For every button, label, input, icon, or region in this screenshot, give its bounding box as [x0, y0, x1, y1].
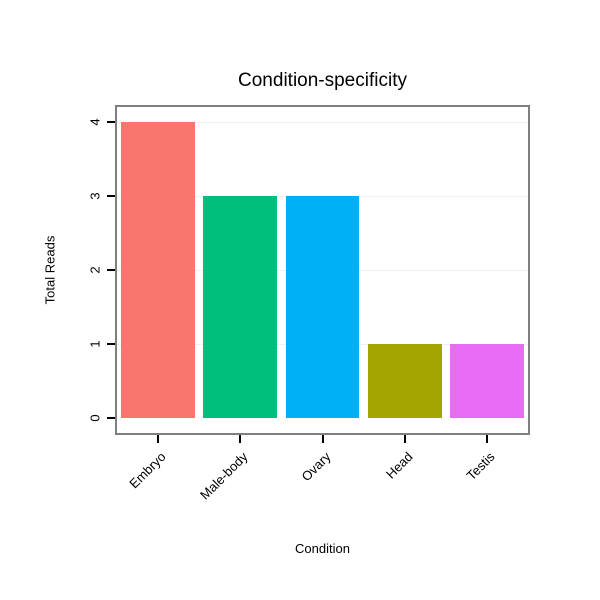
y-tick-3: [107, 194, 115, 197]
y-tick-label-4: 4: [87, 118, 103, 126]
y-tick-label-3: 3: [87, 192, 103, 200]
y-tick-4: [107, 120, 115, 123]
gridline-y-4: [117, 121, 528, 123]
y-tick-label-1: 1: [87, 340, 103, 348]
x-tick-embryo: [157, 435, 160, 443]
x-tick-head: [403, 435, 406, 443]
y-tick-1: [107, 343, 115, 346]
x-tick-male-body: [239, 435, 242, 443]
x-tick-label-embryo: Embryo: [126, 449, 169, 492]
x-tick-label-male-body: Male-body: [197, 449, 251, 503]
y-axis-label: Total Reads: [42, 235, 58, 305]
plot-area: [115, 105, 530, 435]
x-tick-label-head: Head: [382, 449, 416, 482]
chart-title: Condition-specificity: [238, 70, 407, 91]
x-tick-label-testis: Testis: [463, 449, 498, 484]
bar-ovary: [285, 195, 360, 419]
bar-embryo: [121, 121, 196, 419]
y-tick-label-2: 2: [87, 266, 103, 274]
bar-head: [367, 344, 442, 419]
x-tick-testis: [485, 435, 488, 443]
y-tick-0: [107, 417, 115, 420]
x-tick-label-ovary: Ovary: [297, 449, 334, 485]
bar-male-body: [203, 195, 278, 419]
y-tick-label-0: 0: [87, 414, 103, 422]
x-tick-ovary: [321, 435, 324, 443]
y-tick-2: [107, 269, 115, 271]
x-axis-label: Condition: [295, 541, 350, 556]
bar-testis: [449, 344, 524, 419]
